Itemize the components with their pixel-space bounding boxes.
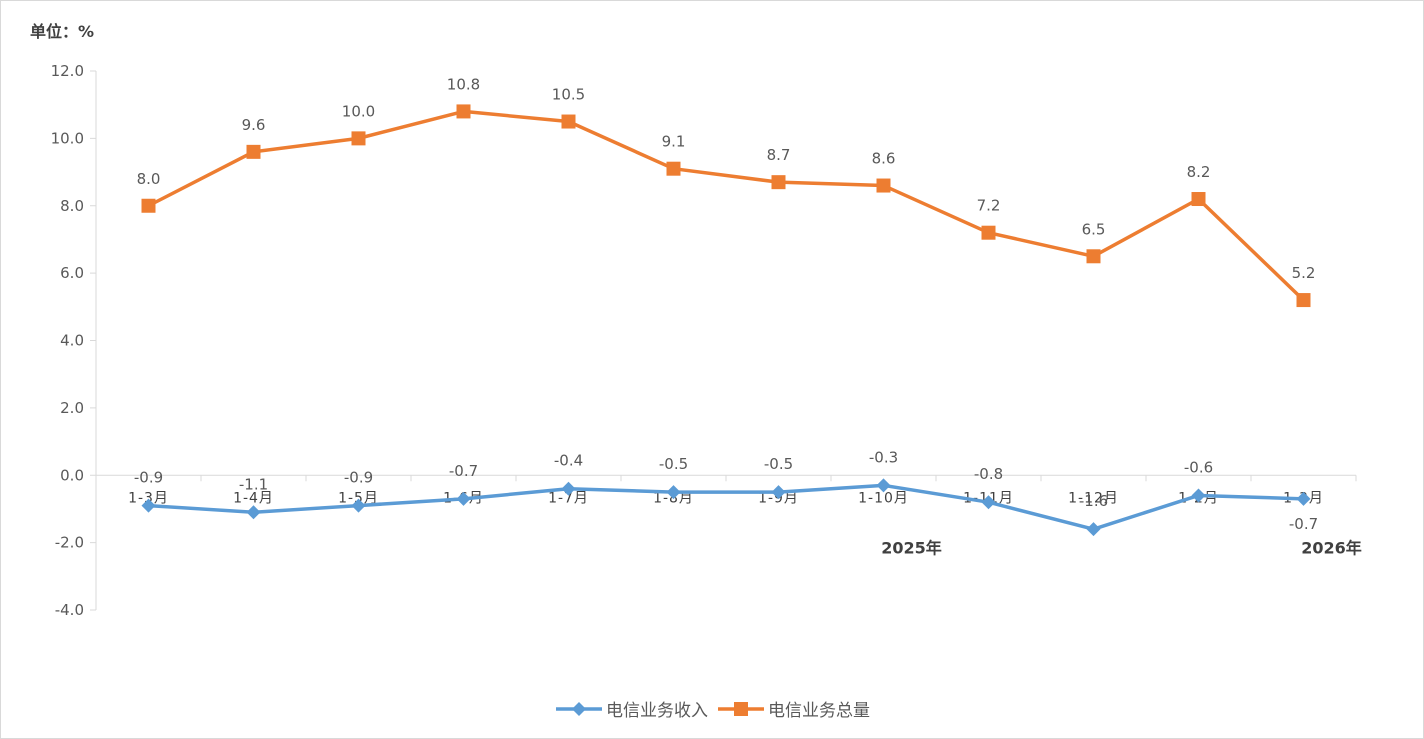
data-label: 8.6	[872, 150, 896, 168]
y-tick-label: 0.0	[60, 466, 84, 484]
data-label: -0.7	[1289, 515, 1318, 533]
data-point	[246, 505, 261, 520]
data-label: -0.8	[974, 465, 1003, 483]
y-tick-label: 12.0	[51, 62, 84, 80]
data-point	[351, 498, 366, 513]
legend: 电信业务收入 电信业务总量	[0, 696, 1424, 721]
data-point	[456, 491, 471, 506]
data-point	[1191, 488, 1206, 503]
data-label: 9.1	[662, 133, 686, 151]
y-tick-label: 8.0	[60, 197, 84, 215]
data-label: 6.5	[1082, 220, 1106, 238]
data-label: -0.7	[449, 462, 478, 480]
y-tick-label: -2.0	[55, 534, 84, 552]
y-tick-label: 4.0	[60, 332, 84, 350]
series-line	[147, 109, 1305, 302]
legend-square-marker-icon	[718, 701, 764, 716]
data-label: -0.3	[869, 448, 898, 466]
data-label: -0.9	[134, 469, 163, 487]
data-label: -0.5	[764, 455, 793, 473]
legend-diamond-marker-icon	[556, 701, 602, 716]
data-label: -1.6	[1079, 492, 1108, 510]
data-label: -0.4	[554, 452, 583, 470]
series-line	[148, 483, 1304, 531]
data-point	[456, 104, 471, 119]
unit-label: 单位：%	[30, 22, 95, 41]
y-tick-label: 2.0	[60, 399, 84, 417]
data-label: -0.9	[344, 469, 373, 487]
data-point	[876, 178, 891, 193]
series-telecom-revenue	[141, 478, 1311, 537]
legend-label: 电信业务收入	[606, 701, 708, 721]
data-point	[246, 144, 261, 159]
data-point	[141, 498, 156, 513]
data-point	[141, 198, 156, 213]
data-point	[771, 485, 786, 500]
data-point	[666, 161, 681, 176]
x-category-label: 1-5月	[338, 490, 379, 506]
data-point	[981, 495, 996, 510]
y-tick-label: -4.0	[55, 601, 84, 619]
data-point	[1296, 293, 1311, 308]
data-point	[1086, 522, 1101, 537]
x-year-label: 2025年	[881, 538, 942, 557]
data-point	[351, 131, 366, 146]
data-point	[1296, 491, 1311, 506]
data-label: 10.0	[342, 102, 375, 120]
data-point	[561, 481, 576, 496]
legend-label: 电信业务总量	[768, 701, 870, 721]
data-label: 8.7	[767, 146, 791, 164]
data-point	[666, 485, 681, 500]
x-category-label: 1-12月	[1068, 490, 1119, 506]
series-layer	[141, 104, 1311, 537]
data-label: 8.2	[1187, 163, 1211, 181]
data-label: 8.0	[137, 170, 161, 188]
y-tick-label: 6.0	[60, 264, 84, 282]
data-label: 5.2	[1292, 264, 1316, 282]
legend-item: 电信业务总量	[716, 696, 870, 721]
x-category-label: 1-3月	[128, 490, 169, 506]
x-category-label: 1-10月	[858, 490, 909, 506]
data-label: -1.1	[239, 475, 268, 493]
data-point	[876, 478, 891, 493]
legend-item: 电信业务收入	[554, 696, 708, 721]
data-point	[981, 225, 996, 240]
data-label: 10.5	[552, 86, 585, 104]
labels-layer: -0.9 -1.1 -0.9 -0.7 -0.4 -0.5 -0.5 -0.3 -0.8 -1.6…	[134, 75, 1318, 532]
data-label: -0.6	[1184, 458, 1213, 476]
x-category-label: 1-4月	[233, 490, 274, 506]
data-label: 9.6	[242, 116, 266, 134]
y-tick-label: 10.0	[51, 129, 84, 147]
x-year-label: 2026年	[1301, 538, 1362, 557]
series-telecom-volume	[141, 104, 1311, 308]
data-label: 7.2	[977, 197, 1001, 215]
data-point	[561, 114, 576, 129]
axes: 12.0 10.0 8.0 6.0 4.0 2.0 0.0 -2.0 -4.0 1-3月 1-4月 1…	[51, 62, 1362, 619]
data-label: 10.8	[447, 75, 480, 93]
data-point	[771, 175, 786, 190]
x-category-label: 1-7月	[548, 490, 589, 506]
data-point	[1191, 192, 1206, 207]
data-point	[1086, 249, 1101, 264]
data-label: -0.5	[659, 455, 688, 473]
